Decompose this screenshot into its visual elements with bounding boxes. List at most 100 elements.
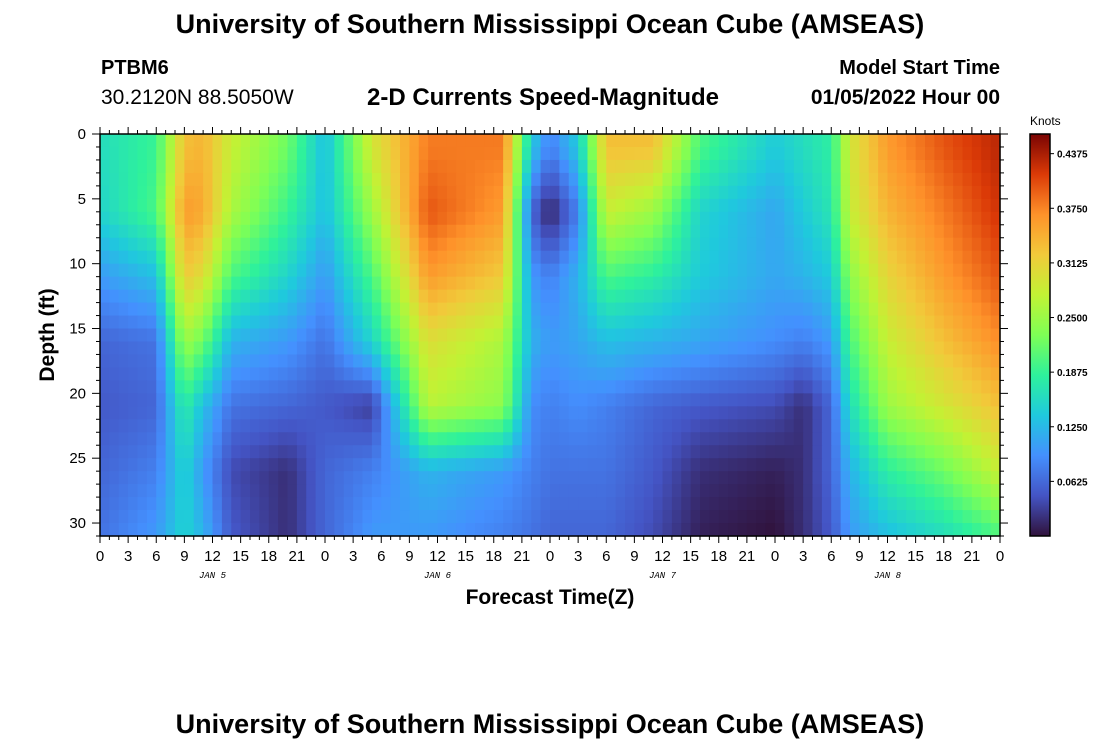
heatmap-cell <box>868 354 879 369</box>
heatmap-cell <box>353 419 364 433</box>
heatmap-cell <box>784 211 795 226</box>
heatmap-cell <box>962 458 973 472</box>
heatmap-cell <box>521 315 532 330</box>
heatmap-cell <box>128 458 139 472</box>
heatmap-cell <box>165 406 176 420</box>
heatmap-cell <box>821 523 832 537</box>
heatmap-cell <box>643 224 654 239</box>
heatmap-cell <box>203 328 214 343</box>
heatmap-cell <box>878 211 889 226</box>
heatmap-cell <box>709 380 720 394</box>
heatmap-cell <box>765 250 776 265</box>
heatmap-cell <box>943 211 954 226</box>
colorbar <box>1029 133 1051 537</box>
heatmap-cell <box>240 406 251 420</box>
heatmap-cell <box>671 380 682 394</box>
heatmap-cell <box>137 406 148 420</box>
heatmap-cell <box>653 146 664 161</box>
heatmap-cell <box>615 458 626 472</box>
heatmap-cell <box>831 484 842 498</box>
heatmap-cell <box>409 315 420 330</box>
heatmap-cell <box>971 432 982 446</box>
heatmap-cell <box>343 445 354 459</box>
heatmap-cell <box>493 328 504 343</box>
heatmap-cell <box>550 224 560 239</box>
heatmap-cell <box>400 471 410 485</box>
heatmap-cell <box>831 185 842 200</box>
heatmap-cell <box>250 484 260 498</box>
heatmap-cell <box>746 250 757 265</box>
heatmap-cell <box>165 445 176 459</box>
heatmap-cell <box>259 445 270 459</box>
heatmap-cell <box>465 185 476 200</box>
heatmap-cell <box>465 510 476 524</box>
heatmap-cell <box>137 419 148 433</box>
heatmap-cell <box>859 523 870 537</box>
heatmap-cell <box>737 211 748 226</box>
heatmap-cell <box>306 263 317 278</box>
heatmap-cell <box>493 510 504 524</box>
heatmap-cell <box>268 497 279 511</box>
heatmap-cell <box>503 497 514 511</box>
heatmap-cell <box>137 276 148 291</box>
heatmap-cell <box>953 367 964 381</box>
heatmap-cell <box>887 289 898 304</box>
heatmap-cell <box>756 523 767 537</box>
heatmap-cell <box>118 159 129 174</box>
heatmap-cell <box>203 406 214 420</box>
heatmap-cell <box>250 302 260 317</box>
heatmap-cell <box>165 484 176 498</box>
heatmap-cell <box>465 432 476 446</box>
heatmap-cell <box>325 134 335 148</box>
heatmap-cell <box>971 341 982 356</box>
x-tick-label: 18 <box>935 548 952 565</box>
heatmap-cell <box>343 367 354 381</box>
heatmap-cell <box>325 432 335 446</box>
heatmap-cell <box>118 263 129 278</box>
heatmap-cell <box>362 289 373 304</box>
heatmap-cell <box>606 445 617 459</box>
heatmap-cell <box>596 419 607 433</box>
heatmap-cell <box>165 380 176 394</box>
heatmap-cell <box>765 445 776 459</box>
heatmap-cell <box>100 367 110 381</box>
heatmap-cell <box>643 510 654 524</box>
heatmap-cell <box>400 380 410 394</box>
heatmap-cell <box>550 289 560 304</box>
heatmap-cell <box>934 341 945 356</box>
heatmap-cell <box>803 354 814 369</box>
heatmap-cell <box>475 159 485 174</box>
heatmap-cell <box>775 250 785 265</box>
heatmap-cell <box>906 185 917 200</box>
heatmap-cell <box>512 432 523 446</box>
heatmap-cell <box>381 393 392 407</box>
heatmap-cell <box>390 471 401 485</box>
heatmap-cell <box>203 341 214 356</box>
heatmap-cell <box>990 471 1001 485</box>
heatmap-cell <box>259 185 270 200</box>
heatmap-cell <box>409 198 420 213</box>
heatmap-cell <box>681 211 692 226</box>
heatmap-cell <box>446 380 457 394</box>
heatmap-cell <box>662 159 673 174</box>
heatmap-cell <box>896 328 907 343</box>
heatmap-cell <box>156 432 167 446</box>
heatmap-cell <box>568 146 579 161</box>
heatmap-cell <box>981 250 992 265</box>
heatmap-cell <box>934 380 945 394</box>
heatmap-cell <box>784 224 795 239</box>
heatmap-cell <box>765 134 776 148</box>
heatmap-cell <box>456 484 467 498</box>
heatmap-cell <box>784 471 795 485</box>
heatmap-cell <box>212 224 223 239</box>
heatmap-cell <box>287 484 298 498</box>
heatmap-cell <box>671 406 682 420</box>
heatmap-cell <box>531 328 542 343</box>
heatmap-cell <box>868 237 879 252</box>
heatmap-cell <box>278 497 289 511</box>
heatmap-cell <box>306 315 317 330</box>
heatmap-cell <box>690 432 701 446</box>
heatmap-cell <box>709 263 720 278</box>
heatmap-cell <box>212 134 223 148</box>
heatmap-cell <box>625 198 635 213</box>
